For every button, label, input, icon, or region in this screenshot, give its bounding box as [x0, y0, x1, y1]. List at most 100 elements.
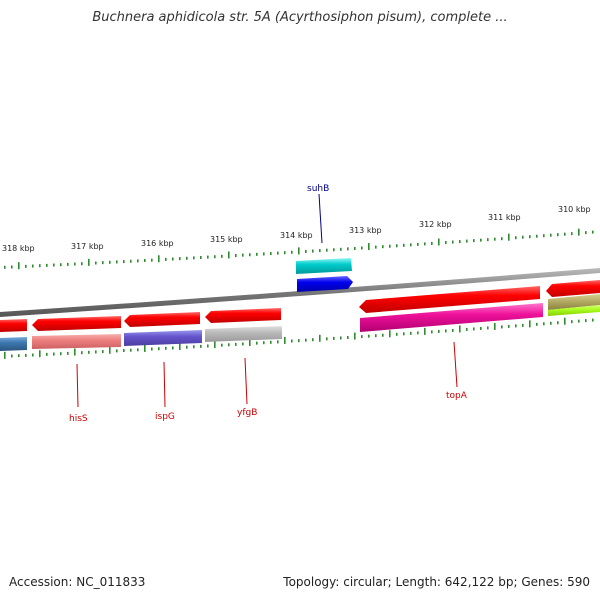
outer-tick: [74, 262, 76, 266]
outer-tick: [319, 249, 321, 253]
inner-tick: [445, 329, 447, 333]
outer-tick: [354, 246, 356, 250]
inner-tick: [11, 354, 13, 358]
outer-tick: [39, 264, 41, 268]
map-title: Buchnera aphidicola str. 5A (Acyrthosiph…: [92, 10, 508, 25]
outer-tick: [60, 263, 62, 267]
gene-label-topA[interactable]: topA: [446, 391, 468, 401]
inner-tick: [298, 339, 300, 343]
inner-tick: [452, 328, 454, 332]
gene-red-2[interactable]: [32, 316, 121, 331]
inner-tick: [46, 352, 48, 356]
outer-tick: [277, 251, 279, 255]
inner-tick: [102, 350, 104, 354]
outer-tick: [312, 249, 314, 253]
gene-label-suhB[interactable]: suhB: [307, 184, 329, 194]
inner-tick: [382, 333, 384, 337]
gene-red-3[interactable]: [124, 312, 200, 327]
gene-red-topA-upper[interactable]: [359, 286, 540, 313]
outer-tick: [193, 256, 195, 260]
inner-tick: [354, 332, 356, 340]
outer-tick: [228, 251, 230, 259]
outer-tick: [578, 228, 580, 236]
inner-tick: [88, 350, 90, 354]
outer-tick: [529, 235, 531, 239]
ruler-label-317: 317 kbp: [71, 242, 104, 251]
ruler-labels: 318 kbp 317 kbp 316 kbp 315 kbp 314 kbp …: [2, 205, 591, 253]
outer-tick: [403, 243, 405, 247]
gene-ispG[interactable]: [124, 330, 202, 346]
inner-tick: [123, 349, 125, 353]
inner-tick: [32, 353, 34, 357]
gene-feature-blue[interactable]: [297, 276, 353, 292]
inner-tick: [214, 341, 216, 349]
inner-tick: [529, 320, 531, 328]
inner-tick: [242, 342, 244, 346]
outer-tick: [487, 238, 489, 242]
outer-tick: [32, 264, 34, 268]
inner-tick: [81, 351, 83, 355]
gene-suhB[interactable]: [296, 258, 352, 274]
suhB-leader: [318, 193, 323, 244]
outer-tick: [4, 265, 6, 269]
inner-tick: [67, 351, 69, 355]
inner-tick: [368, 334, 370, 338]
outer-tick: [480, 238, 482, 242]
inner-tick: [270, 340, 272, 344]
inner-tick: [137, 348, 139, 352]
inner-ruler-ticks: [4, 317, 594, 359]
inner-tick: [410, 331, 412, 335]
outer-tick: [333, 248, 335, 252]
outer-tick: [494, 237, 496, 241]
inner-tick: [536, 322, 538, 326]
gene-topA[interactable]: [360, 303, 543, 332]
outer-tick: [284, 251, 286, 255]
outer-tick: [522, 235, 524, 239]
inner-tick: [522, 323, 524, 327]
outer-tick: [53, 263, 55, 267]
inner-tick: [144, 344, 146, 352]
hisS-leader: [76, 363, 79, 408]
inner-tick: [228, 343, 230, 347]
ruler-label-310: 310 kbp: [558, 205, 591, 214]
inner-tick: [501, 325, 503, 329]
inner-tick: [18, 354, 20, 358]
outer-tick: [95, 261, 97, 265]
gene-red-6[interactable]: [546, 280, 600, 297]
gene-label-yfgB[interactable]: yfgB: [237, 408, 257, 418]
outer-tick: [508, 233, 510, 241]
outer-tick: [186, 256, 188, 260]
inner-tick: [221, 343, 223, 347]
inner-tick: [424, 327, 426, 335]
outer-tick: [123, 260, 125, 264]
gene-label-ispG[interactable]: ispG: [155, 412, 175, 422]
gene-feature-steel[interactable]: [0, 337, 27, 351]
inner-tick: [158, 347, 160, 351]
gene-red-4[interactable]: [205, 308, 281, 323]
inner-tick: [305, 338, 307, 342]
outer-tick: [543, 234, 545, 238]
inner-tick: [109, 346, 111, 354]
genome-summary: Topology: circular; Length: 642,122 bp; …: [283, 575, 590, 589]
outer-tick: [263, 252, 265, 256]
gene-red-1[interactable]: [0, 319, 27, 332]
outer-tick: [137, 259, 139, 263]
outer-tick: [445, 241, 447, 245]
inner-tick: [277, 340, 279, 344]
inner-tick: [375, 334, 377, 338]
inner-tick: [480, 326, 482, 330]
inner-tick: [25, 353, 27, 357]
outer-tick: [207, 255, 209, 259]
outer-tick: [172, 257, 174, 261]
outer-tick: [438, 238, 440, 246]
outer-ruler-ticks: [4, 228, 594, 270]
gene-feature-olive[interactable]: [548, 294, 600, 310]
inner-tick: [284, 336, 286, 344]
gene-label-hisS[interactable]: hisS: [69, 414, 88, 424]
gene-feature-lime[interactable]: [548, 305, 600, 316]
outer-tick: [11, 265, 13, 269]
gene-hisS[interactable]: [32, 334, 121, 349]
gene-yfgB[interactable]: [205, 326, 282, 342]
outer-tick: [200, 256, 202, 259]
